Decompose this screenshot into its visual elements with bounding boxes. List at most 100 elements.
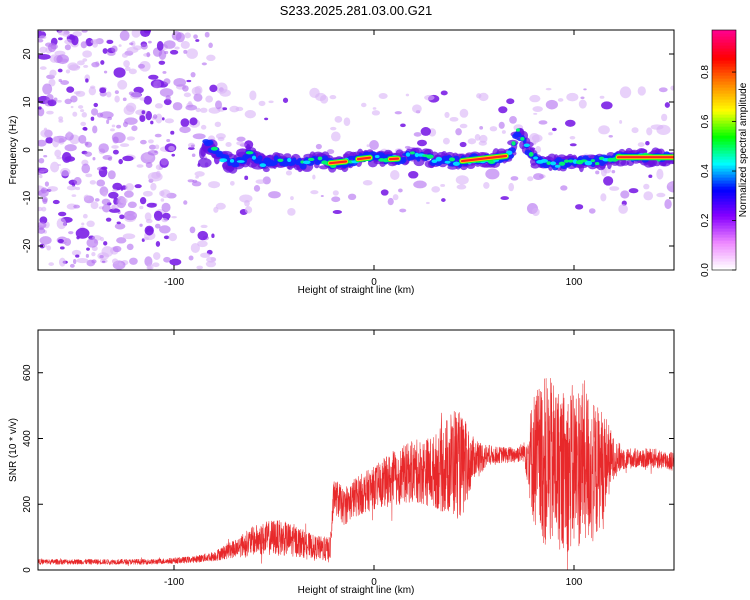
spectrogram-speckle <box>441 198 446 202</box>
spectrogram-hot-band-red <box>460 154 508 163</box>
spectrogram-speckle <box>545 87 552 91</box>
spectrogram-hot-band-red <box>328 160 348 165</box>
spectrogram-ridge-core <box>520 137 525 141</box>
spectrogram-speckle <box>99 87 107 94</box>
spectrogram-speckle <box>123 210 138 221</box>
spectrogram-speckle <box>343 117 351 127</box>
spectrogram-speckle <box>648 174 653 178</box>
spectrogram-ridge-core <box>287 158 292 163</box>
spectrogram-speckle <box>643 191 654 201</box>
snr-ylabel: SNR (10 * v/v) <box>8 418 19 482</box>
spectrogram-speckle <box>102 204 111 213</box>
spectrogram-speckle <box>183 92 192 98</box>
spectrogram-speckle <box>126 243 134 251</box>
colorbar-strip <box>712 249 736 253</box>
spectrogram-speckle <box>158 49 167 60</box>
spectrogram-speckle <box>378 93 388 99</box>
spectrogram-ridge-halo <box>638 148 648 154</box>
spectrogram-speckle <box>61 152 72 163</box>
spectrogram-speckle <box>147 171 163 182</box>
spectrogram-speckle <box>159 88 174 97</box>
spectrogram-speckle <box>128 91 135 96</box>
colorbar-strip <box>712 78 736 82</box>
spectrogram-speckle <box>426 201 430 205</box>
spectrogram-speckle <box>506 98 515 105</box>
spectrogram-speckle <box>128 68 137 75</box>
spectrogram-speckle <box>42 83 53 95</box>
spectrogram-speckle <box>146 52 151 58</box>
spectrogram-speckle <box>78 134 87 144</box>
spectrogram-ridge-core <box>595 161 600 166</box>
colorbar-strip <box>712 72 736 76</box>
spectrogram-speckle <box>319 94 329 104</box>
spectrogram-speckle <box>188 101 192 105</box>
spectrogram-speckle <box>204 31 210 38</box>
spectrogram-speckle <box>163 78 171 85</box>
spectrogram-speckle <box>253 185 261 192</box>
spectrogram-ridge-core <box>533 156 539 160</box>
colorbar-strip <box>712 33 736 37</box>
spectrogram-speckle <box>424 94 435 101</box>
spectrogram-speckle <box>73 91 81 95</box>
spectrogram-speckle <box>405 93 410 97</box>
spectrogram-speckle <box>114 90 119 95</box>
spectrogram-ridge-blue <box>289 161 296 166</box>
spectrogram-speckle <box>244 110 256 119</box>
spectrogram-speckle <box>330 126 337 131</box>
spectrogram-speckle <box>111 205 116 210</box>
spectrogram-speckle <box>58 116 64 121</box>
colorbar-tick-label: 0.8 <box>700 65 711 79</box>
spectrogram-speckle <box>309 87 320 99</box>
spectrogram-speckle <box>187 146 195 150</box>
spectrogram-ridge-halo <box>283 153 292 159</box>
spectrogram-speckle <box>80 109 85 113</box>
spectrogram-speckle <box>479 134 488 143</box>
spectrogram-speckle <box>47 42 57 53</box>
colorbar-strip <box>712 90 736 94</box>
spectrogram-speckle <box>39 168 48 173</box>
spectrogram-speckle <box>111 45 118 53</box>
spectrogram-speckle <box>637 86 646 96</box>
spectrogram-speckle <box>101 166 108 170</box>
spectrogram-ytick-label: 0 <box>22 147 33 153</box>
spectrogram-speckle <box>66 203 77 210</box>
spectrogram-speckle <box>116 221 121 225</box>
colorbar-tick-label: 0.4 <box>700 164 711 178</box>
spectrogram-speckle <box>398 188 403 193</box>
spectrogram-speckle <box>114 95 120 103</box>
spectrogram-speckle <box>236 141 245 146</box>
spectrogram-speckle <box>134 184 142 189</box>
spectrogram-speckle <box>548 132 553 136</box>
spectrogram-speckle <box>118 262 124 266</box>
colorbar-tick-label: 0.2 <box>700 213 711 227</box>
spectrogram-speckle <box>671 180 674 185</box>
spectrogram-speckle <box>282 97 289 103</box>
spectrogram-speckle <box>107 157 113 161</box>
colorbar-strip <box>712 120 736 124</box>
spectrogram-speckle <box>173 77 187 87</box>
colorbar-strip <box>712 255 736 259</box>
spectrogram-ridge-core <box>431 159 438 163</box>
spectrogram-speckle <box>249 90 257 101</box>
spectrogram-speckle <box>455 128 462 136</box>
snr-panel: -100 0 100 0 200 400 600 Height of straight li… <box>8 329 675 596</box>
spectrogram-speckle <box>108 191 119 199</box>
spectrogram-speckle <box>103 70 108 74</box>
spectrogram-speckle <box>90 201 99 210</box>
spectrogram-speckle <box>91 252 96 257</box>
spectrogram-speckle <box>372 107 377 110</box>
colorbar-ticks: 0.0 0.2 0.4 0.6 0.8 <box>700 65 736 277</box>
spectrogram-speckle <box>75 254 80 258</box>
spectrogram-speckle <box>329 94 337 100</box>
spectrogram-speckle <box>661 113 668 122</box>
colorbar-strip <box>712 105 736 109</box>
spectrogram-speckle <box>106 119 110 125</box>
spectrogram-speckle <box>154 144 160 150</box>
colorbar-strip <box>712 261 736 265</box>
spectrogram-speckle <box>40 129 53 138</box>
spectrogram-ridge-halo <box>197 158 212 168</box>
spectrogram-speckle <box>111 132 126 144</box>
spectrogram-speckle <box>168 145 175 152</box>
chart-title: S233.2025.281.03.00.G21 <box>280 3 433 18</box>
colorbar-strip <box>712 45 736 49</box>
